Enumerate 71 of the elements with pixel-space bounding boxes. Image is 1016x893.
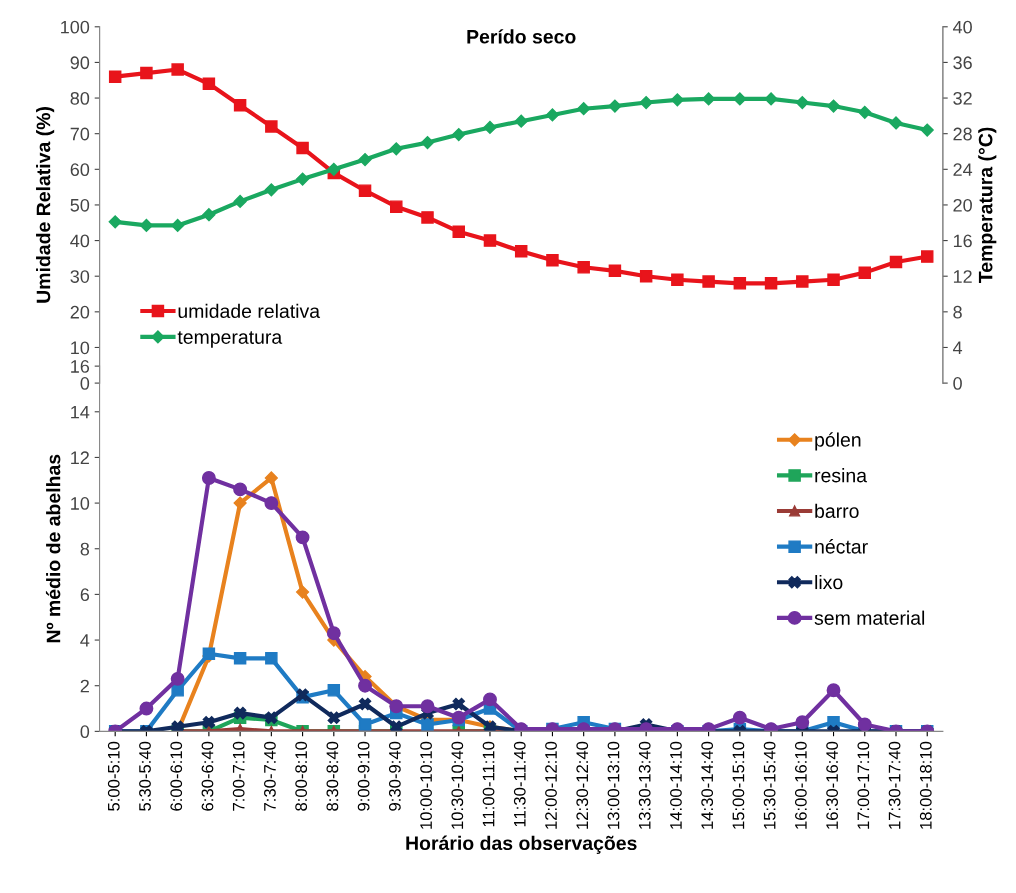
y2-tick-label: 20 [953,198,972,212]
x-tick-label: 17:00-17:10 [857,741,870,829]
legend-label: pólen [815,432,861,451]
y2-tick-label: 8 [953,305,962,319]
x-tick-label: 9:00-9:10 [357,741,370,811]
x-tick-label: 8:00-8:10 [295,741,308,811]
y-tick-label: 16 [71,360,90,373]
y2-tick-label: 36 [953,56,972,70]
legend-label: néctar [815,539,868,554]
y-tick-label: 8 [80,542,90,556]
chart-title: Perído seco [467,29,576,44]
y-tick-label: 14 [71,405,90,419]
x-tick-label: 13:30-13:40 [638,741,651,829]
x-tick-label: 12:00-12:10 [545,741,557,829]
y2-tick-label: 28 [953,127,972,141]
legend-label: sem material [814,610,925,625]
y2-axis-title: Temperatura (°C) [978,127,997,283]
x-tick-label: 16:00-16:10 [794,741,807,829]
x-tick-label: 12:30-12:40 [576,741,589,829]
x-tick-label: 8:30-8:40 [326,741,339,811]
legend-label: temperatura [177,331,283,348]
y2-tick-label: 4 [952,341,963,355]
x-tick-label: 7:30-7:40 [264,741,276,811]
y-tick-label: 2 [80,679,89,693]
x-tick-label: 10:30-10:40 [451,741,464,829]
legend-label: resina [815,468,868,483]
y-tick-label: 40 [70,234,90,248]
y2-tick-label: 24 [953,163,973,176]
x-tick-label: 6:30-6:40 [201,741,214,811]
x-tick-label: 15:30-15:40 [763,741,776,829]
x-tick-label: 14:00-14:10 [670,741,682,829]
x-tick-label: 13:00-13:10 [607,741,620,829]
x-tick-label: 7:00-7:10 [232,741,245,811]
y2-tick-label: 40 [952,20,972,34]
y-tick-label: 20 [70,305,90,319]
y-axis-title: Nº médio de abelhas [45,454,61,643]
y-tick-label: 50 [70,198,90,212]
x-tick-label: 5:30-5:40 [139,741,151,811]
y-tick-label: 90 [70,56,90,70]
x-tick-label: 14:30-14:40 [701,741,714,829]
legend-label: lixo [815,574,843,590]
x-tick-label: 11:00-11:10 [482,741,495,827]
y-tick-label: 0 [80,725,90,739]
y2-tick-label: 0 [953,377,962,390]
x-tick-label: 11:30-11:40 [513,741,526,827]
y-tick-label: 100 [61,20,90,34]
y-tick-label: 60 [70,163,90,177]
x-tick-label: 9:30-9:40 [388,741,401,811]
y-tick-label: 0 [80,377,90,390]
y-tick-label: 10 [71,341,90,355]
y-tick-label: 6 [80,588,90,602]
y-tick-label: 30 [70,270,90,283]
x-tick-label: 10:00-10:10 [420,741,432,829]
y-tick-label: 70 [70,127,90,141]
y-tick-label: 4 [80,634,90,647]
x-axis-title: Horário das observações [406,835,637,854]
y2-tick-label: 32 [953,91,972,105]
x-tick-label: 5:00-5:10 [107,741,120,811]
y-tick-label: 12 [71,451,89,464]
y2-tick-label: 16 [953,234,972,248]
x-tick-label: 15:00-15:10 [732,741,745,829]
legend-label: barro [815,503,859,519]
x-tick-label: 16:30-16:40 [826,741,839,829]
y-tick-label: 10 [71,497,90,510]
x-tick-label: 18:00-18:10 [919,741,932,829]
y-tick-label: 80 [70,91,90,105]
y2-tick-label: 12 [953,270,972,283]
legend-label: umidade relativa [178,303,321,319]
y-axis-title: Umidade Relativa (%) [36,107,55,303]
x-tick-label: 17:30-17:40 [888,741,901,829]
x-tick-label: 6:00-6:10 [170,741,183,811]
